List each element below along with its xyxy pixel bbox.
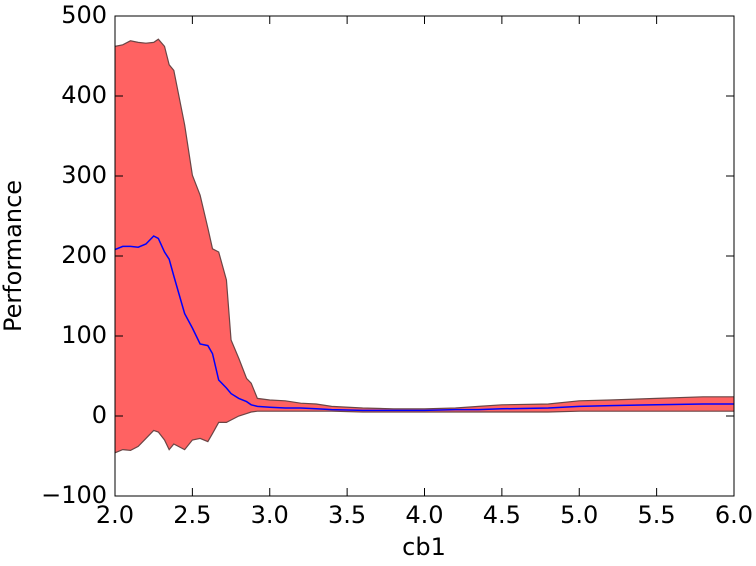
- x-tick-label: 4.0: [405, 501, 443, 529]
- x-tick-label: 4.5: [483, 501, 521, 529]
- y-tick-label: 100: [61, 321, 107, 349]
- x-axis-label: cb1: [402, 533, 446, 561]
- y-tick-label: 500: [61, 1, 107, 29]
- y-tick-label: −100: [41, 481, 107, 509]
- band-area: [115, 39, 734, 453]
- x-tick-label: 2.5: [173, 501, 211, 529]
- x-tick-label: 2.0: [96, 501, 134, 529]
- y-tick-label: 400: [61, 81, 107, 109]
- band-lower-edge: [114, 410, 734, 454]
- x-tick-label: 3.5: [328, 501, 366, 529]
- x-tick-label: 6.0: [715, 501, 753, 529]
- x-tick-label: 5.0: [560, 501, 598, 529]
- band-upper-edge: [114, 38, 734, 410]
- y-tick-label: 0: [92, 401, 107, 429]
- mean-line: [114, 235, 734, 412]
- x-tick-label: 5.5: [638, 501, 676, 529]
- y-tick-label: 300: [61, 161, 107, 189]
- x-tick-label: 3.0: [251, 501, 289, 529]
- y-tick-label: 200: [61, 241, 107, 269]
- y-axis-label: Performance: [0, 180, 27, 332]
